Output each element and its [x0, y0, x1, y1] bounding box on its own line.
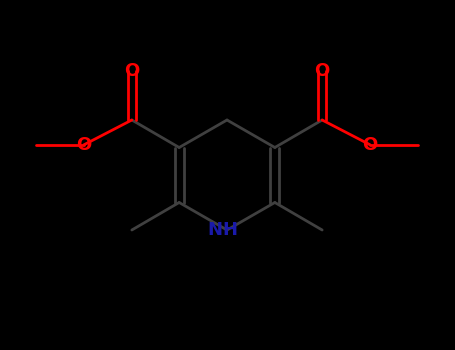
Text: N: N — [207, 221, 222, 239]
Text: O: O — [76, 136, 91, 154]
Text: O: O — [124, 62, 140, 79]
Text: O: O — [362, 136, 378, 154]
Text: O: O — [314, 62, 330, 79]
Text: H: H — [222, 221, 237, 239]
